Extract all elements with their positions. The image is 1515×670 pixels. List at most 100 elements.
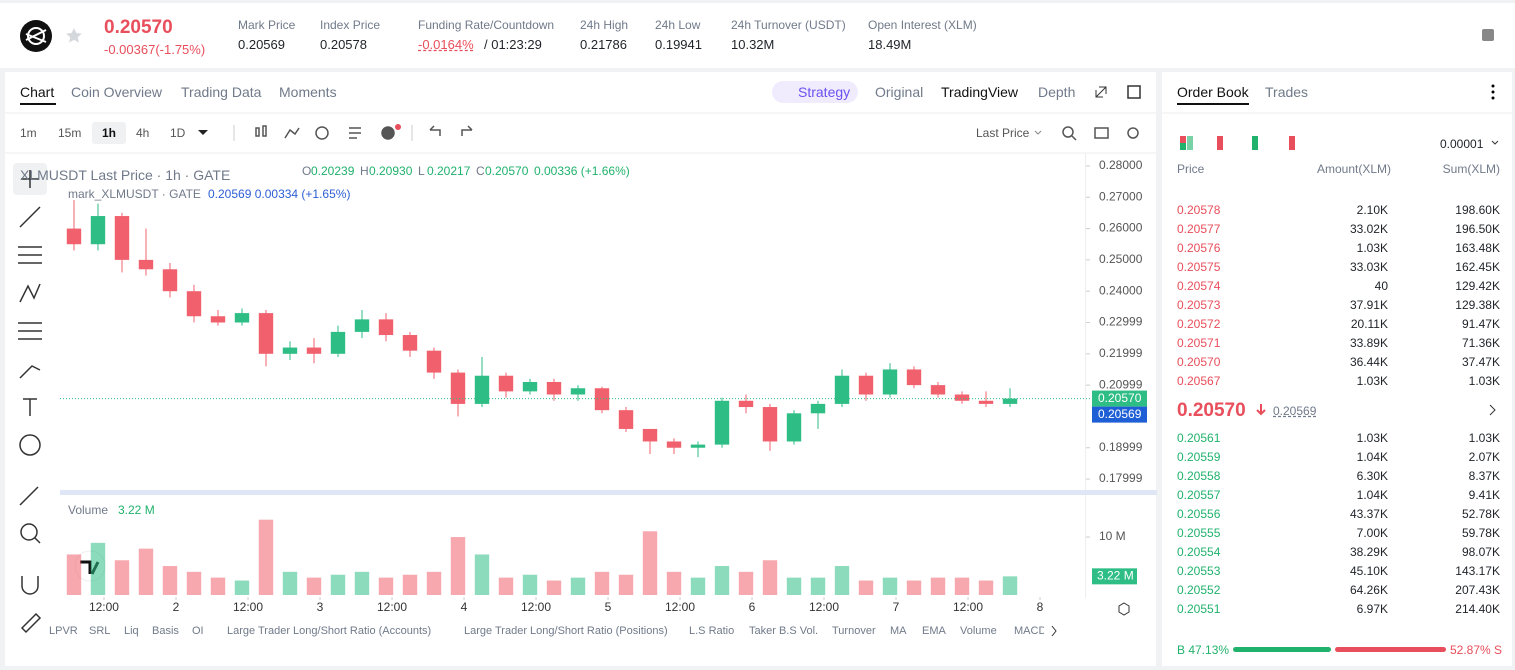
ob-amount: 45.10K [1349,564,1388,578]
candle-body [498,375,514,392]
candle-body [570,388,586,395]
legend-value: 0.20239 [311,164,355,178]
ob-price: 0.20574 [1177,279,1221,293]
ob-price: 0.20557 [1177,488,1221,502]
x-tick-label: 6 [749,600,756,614]
indicator[interactable]: Liq [124,625,139,637]
candle-body [978,400,994,404]
chart-tab[interactable]: Moments [279,84,337,100]
chart-tab[interactable]: Chart [20,84,55,100]
x-tick-label: 4 [461,600,468,614]
precision[interactable]: 0.00001 [1440,137,1484,151]
volume-bar [402,574,418,595]
volume-label: Volume [68,503,109,517]
candle-body [618,410,634,429]
ob-sum: 37.47K [1461,355,1500,369]
legend-mark-values: 0.20569 0.00334 (+1.65%) [208,187,351,201]
x-tick-label: 12:00 [233,600,263,614]
candle-body [474,375,490,404]
candle-body [834,375,850,404]
view-tab[interactable]: Original [875,84,924,100]
ob-amount: 33.03K [1349,260,1388,274]
pane-separator [60,490,1157,495]
volume-bar [978,580,994,595]
candle-body [306,347,322,354]
ob-amount: 1.04K [1356,488,1388,502]
view-tab[interactable]: Depth [1038,84,1076,100]
indicator[interactable]: L.S Ratio [689,625,735,637]
price-type[interactable]: Last Price [976,126,1030,140]
ob-tab[interactable]: Trades [1265,84,1309,100]
interval[interactable]: 15m [58,126,82,140]
last-volume-tag [1092,568,1137,585]
indicator[interactable]: Large Trader Long/Short Ratio (Positions… [464,625,668,637]
candle-body [906,369,922,386]
x-tick-label: 5 [605,600,612,614]
indicator[interactable]: LPVR [49,625,78,637]
ob-sum: 163.48K [1455,241,1500,255]
ob-tab[interactable]: Order Book [1177,84,1249,100]
ob-sum: 91.47K [1461,317,1500,331]
ob-price: 0.20570 [1177,355,1221,369]
ob-price: 0.20558 [1177,469,1221,483]
ob-amount: 2.10K [1356,203,1388,217]
x-tick-label: 12:00 [809,600,839,614]
view-tab[interactable]: TradingView [941,84,1019,100]
ob-sum: 71.36K [1461,336,1500,350]
ob-price: 0.20576 [1177,241,1221,255]
last-price-label: 0.20570 [1098,391,1142,405]
candle-body [954,394,970,401]
stat-value: 0.20569 [238,37,285,52]
indicator[interactable]: Taker B.S Vol. [749,625,819,637]
ob-sum: 9.41K [1468,488,1500,502]
volume-bar [882,577,898,595]
view-tab[interactable]: Strategy [798,84,851,100]
candle-body [786,413,802,442]
ob-last-price: 0.20570 [1177,400,1246,421]
chart-panel [5,72,1156,666]
volume-bar [378,577,394,595]
y-tick-label: 0.22999 [1099,315,1143,329]
sell-ratio: 52.87% S [1450,643,1503,657]
indicator[interactable]: Turnover [832,625,876,637]
ob-col: Price [1177,162,1205,176]
interval[interactable]: 1m [20,126,37,140]
indicator[interactable]: MACD [1014,625,1044,637]
order-book-panel [1162,72,1512,666]
indicator[interactable]: MA [890,625,907,637]
volume-bar [594,571,610,595]
candle-body [114,216,130,260]
volume-bar [210,577,226,595]
legend-value: 0.20570 [485,164,529,178]
ob-sum: 129.38K [1455,298,1500,312]
chart-tab[interactable]: Coin Overview [71,84,163,100]
indicator[interactable]: Large Trader Long/Short Ratio (Accounts) [227,625,432,637]
ob-price: 0.20575 [1177,260,1221,274]
x-tick-label: 7 [893,600,900,614]
volume-bar [306,577,322,595]
indicator[interactable]: EMA [922,625,946,637]
candle-body [426,350,442,373]
interval[interactable]: 1D [170,126,186,140]
interval[interactable]: 4h [136,126,150,140]
chart-tab[interactable]: Trading Data [181,84,262,100]
candle-body [714,400,730,445]
indicator[interactable]: Basis [152,625,179,637]
ob-col: Amount(XLM) [1316,162,1391,176]
volume-bar [138,548,154,595]
interval[interactable]: 1h [102,126,117,140]
stat-value: -0.0164% [418,37,474,52]
indicator[interactable]: OI [192,625,204,637]
indicator[interactable]: Volume [960,625,997,637]
ob-amount: 36.44K [1349,355,1388,369]
ob-amount: 7.00K [1356,526,1388,540]
volume-bar [762,560,778,595]
volume-bar [858,580,874,595]
y-tick-label: 0.20999 [1099,377,1143,391]
volume-bar [450,537,466,595]
indicator[interactable]: SRL [89,625,111,637]
stat-label: Mark Price [238,18,296,32]
mark-price-label: 0.20569 [1098,407,1142,421]
legend-key: L [418,164,425,178]
